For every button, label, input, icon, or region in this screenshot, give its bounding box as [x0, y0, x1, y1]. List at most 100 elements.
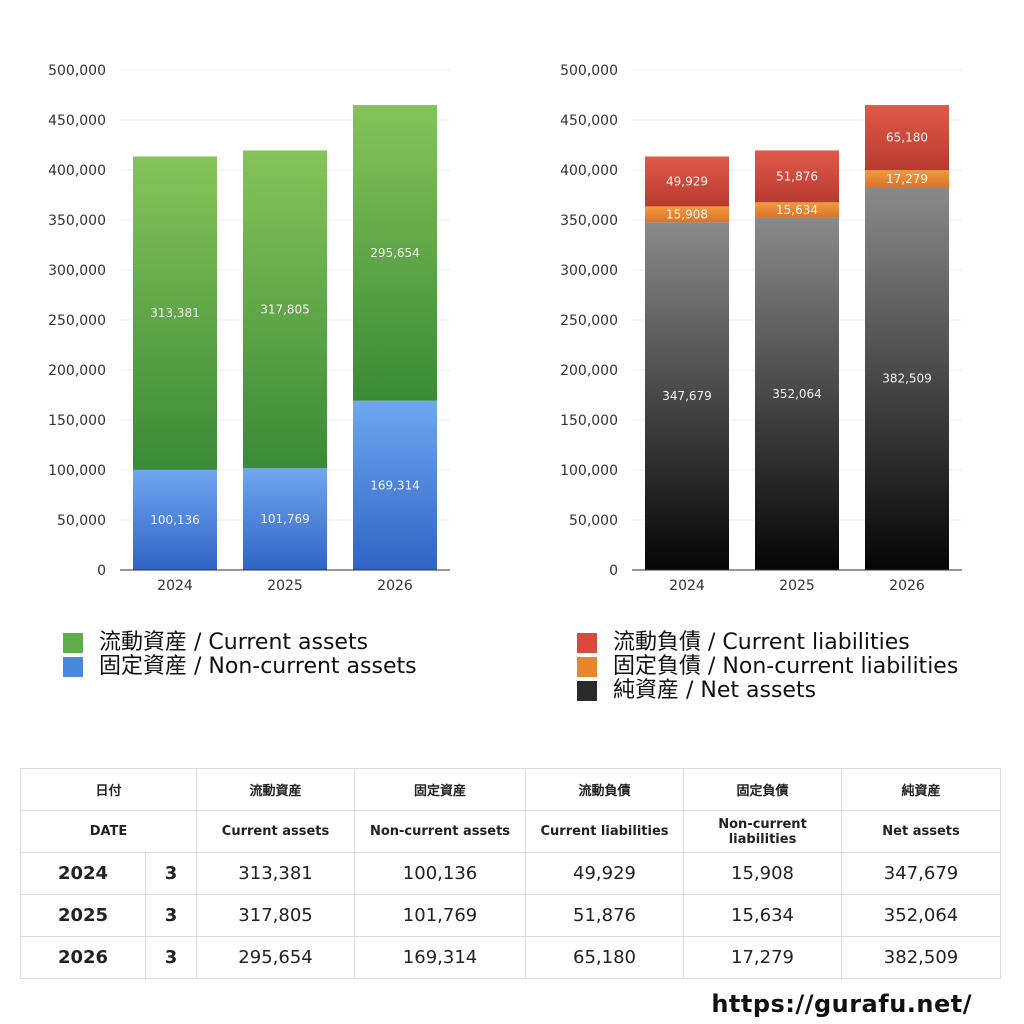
legend-label-current-assets: 流動資産 / Current assets — [99, 630, 369, 655]
liabilities-legend: 流動負債 / Current liabilities 固定負債 / Non-cu… — [577, 631, 958, 703]
header-noncurrent-liabilities-jp: 固定負債 — [683, 768, 843, 811]
bar-segment — [353, 400, 437, 570]
legend-label-current-liabilities: 流動負債 / Current liabilities — [613, 630, 910, 655]
legend-item-current-assets: 流動資産 / Current assets — [63, 631, 417, 655]
liabilities-netassets-stacked-bar-chart: 0 50,000 100,000 150,000 200,000 250,000 300,0… — [560, 63, 962, 594]
cell-noncurrent-liabilities: 15,908 — [683, 852, 843, 895]
y-tick-label: 100,000 — [560, 463, 618, 479]
data-label: 101,769 — [260, 512, 310, 526]
legend-label-noncurrent-liabilities: 固定負債 / Non-current liabilities — [613, 654, 959, 679]
cell-current-liabilities: 51,876 — [525, 894, 685, 937]
data-label: 313,381 — [150, 306, 200, 320]
y-tick-label: 450,000 — [560, 113, 618, 129]
legend-item-current-liabilities: 流動負債 / Current liabilities — [577, 631, 958, 655]
y-tick-label: 500,000 — [560, 63, 618, 79]
data-label: 295,654 — [370, 246, 420, 260]
table-row: 2024 3 313,381 100,136 49,929 15,908 347… — [20, 852, 1002, 895]
legend-swatch-noncurrent-liabilities — [577, 657, 597, 677]
header-net-assets-jp: 純資産 — [841, 768, 1002, 811]
table-row: 2025 3 317,805 101,769 51,876 15,634 352… — [20, 894, 1002, 937]
header-noncurrent-liabilities-en: Non-current liabilities — [683, 810, 843, 853]
header-date-jp: 日付 — [19, 768, 198, 811]
bar-segment — [645, 206, 729, 223]
data-label: 17,279 — [886, 172, 928, 186]
bar-segment — [755, 202, 839, 218]
y-tick-label: 150,000 — [48, 413, 106, 429]
header-noncurrent-assets-en: Non-current assets — [354, 810, 527, 853]
y-tick-label: 300,000 — [560, 263, 618, 279]
cell-noncurrent-assets: 101,769 — [354, 894, 527, 937]
data-label: 15,634 — [776, 203, 818, 217]
data-label: 352,064 — [772, 387, 822, 401]
data-label: 382,509 — [882, 372, 932, 386]
legend-swatch-current-liabilities — [577, 633, 597, 653]
data-label: 65,180 — [886, 131, 928, 145]
cell-net-assets: 347,679 — [841, 852, 1002, 895]
y-tick-label: 450,000 — [48, 113, 106, 129]
assets-stacked-bar-chart: 0 50,000 100,000 150,000 200,000 250,000 300,0… — [48, 63, 450, 594]
cell-current-assets: 295,654 — [196, 936, 356, 979]
header-date-en: DATE — [19, 810, 198, 853]
y-tick-label: 400,000 — [560, 163, 618, 179]
cell-current-assets: 313,381 — [196, 852, 356, 895]
data-label: 317,805 — [260, 302, 310, 316]
cell-month: 3 — [144, 852, 198, 895]
table-header-row-jp: 日付 流動資産 固定資産 流動負債 固定負債 純資産 — [19, 768, 1002, 811]
site-url-link[interactable]: https://gurafu.net/ — [711, 990, 972, 1018]
y-tick-label: 350,000 — [560, 213, 618, 229]
cell-net-assets: 352,064 — [841, 894, 1002, 937]
legend-item-noncurrent-liabilities: 固定負債 / Non-current liabilities — [577, 655, 958, 679]
bar-segment — [243, 150, 327, 469]
y-tick-label: 150,000 — [560, 413, 618, 429]
table-header-row-en: DATE Current assets Non-current assets C… — [19, 810, 1002, 853]
cell-year: 2026 — [20, 936, 146, 979]
x-tick-label: 2024 — [669, 578, 705, 594]
data-label: 49,929 — [666, 174, 708, 188]
bar-segment — [243, 468, 327, 570]
legend-item-noncurrent-assets: 固定資産 / Non-current assets — [63, 655, 417, 679]
header-current-liabilities-en: Current liabilities — [525, 810, 685, 853]
legend-swatch-current-assets — [63, 633, 83, 653]
y-tick-label: 400,000 — [48, 163, 106, 179]
bar-segment — [755, 150, 839, 203]
bar-segment — [865, 105, 949, 171]
y-tick-label: 100,000 — [48, 463, 106, 479]
cell-month: 3 — [144, 936, 198, 979]
data-label: 100,136 — [150, 513, 200, 527]
cell-net-assets: 382,509 — [841, 936, 1002, 979]
data-label: 347,679 — [662, 389, 712, 403]
legend-swatch-net-assets — [577, 681, 597, 701]
y-tick-label: 50,000 — [569, 513, 618, 529]
assets-legend: 流動資産 / Current assets 固定資産 / Non-current… — [63, 631, 417, 679]
bar-segment — [865, 170, 949, 188]
cell-year: 2025 — [20, 894, 146, 937]
bar-segment — [133, 469, 217, 570]
x-tick-label: 2025 — [779, 578, 815, 594]
bar-segment — [645, 222, 729, 571]
cell-noncurrent-liabilities: 15,634 — [683, 894, 843, 937]
bar-segment — [755, 217, 839, 570]
y-tick-label: 500,000 — [48, 63, 106, 79]
legend-item-net-assets: 純資産 / Net assets — [577, 679, 958, 703]
y-tick-label: 200,000 — [560, 363, 618, 379]
header-noncurrent-assets-jp: 固定資産 — [354, 768, 527, 811]
y-tick-label: 250,000 — [48, 313, 106, 329]
y-tick-label: 0 — [609, 563, 618, 579]
legend-label-net-assets: 純資産 / Net assets — [613, 678, 817, 703]
cell-noncurrent-assets: 100,136 — [354, 852, 527, 895]
data-label: 169,314 — [370, 478, 420, 492]
cell-current-liabilities: 65,180 — [525, 936, 685, 979]
bar-segment — [133, 156, 217, 470]
header-net-assets-en: Net assets — [841, 810, 1002, 853]
data-label: 15,908 — [666, 207, 708, 221]
data-label: 51,876 — [776, 169, 818, 183]
header-current-assets-jp: 流動資産 — [196, 768, 356, 811]
y-tick-label: 200,000 — [48, 363, 106, 379]
y-tick-label: 350,000 — [48, 213, 106, 229]
legend-swatch-noncurrent-assets — [63, 657, 83, 677]
bar-segment — [645, 156, 729, 207]
cell-year: 2024 — [20, 852, 146, 895]
bar-segment — [865, 187, 949, 570]
y-tick-label: 0 — [97, 563, 106, 579]
header-current-liabilities-jp: 流動負債 — [525, 768, 685, 811]
